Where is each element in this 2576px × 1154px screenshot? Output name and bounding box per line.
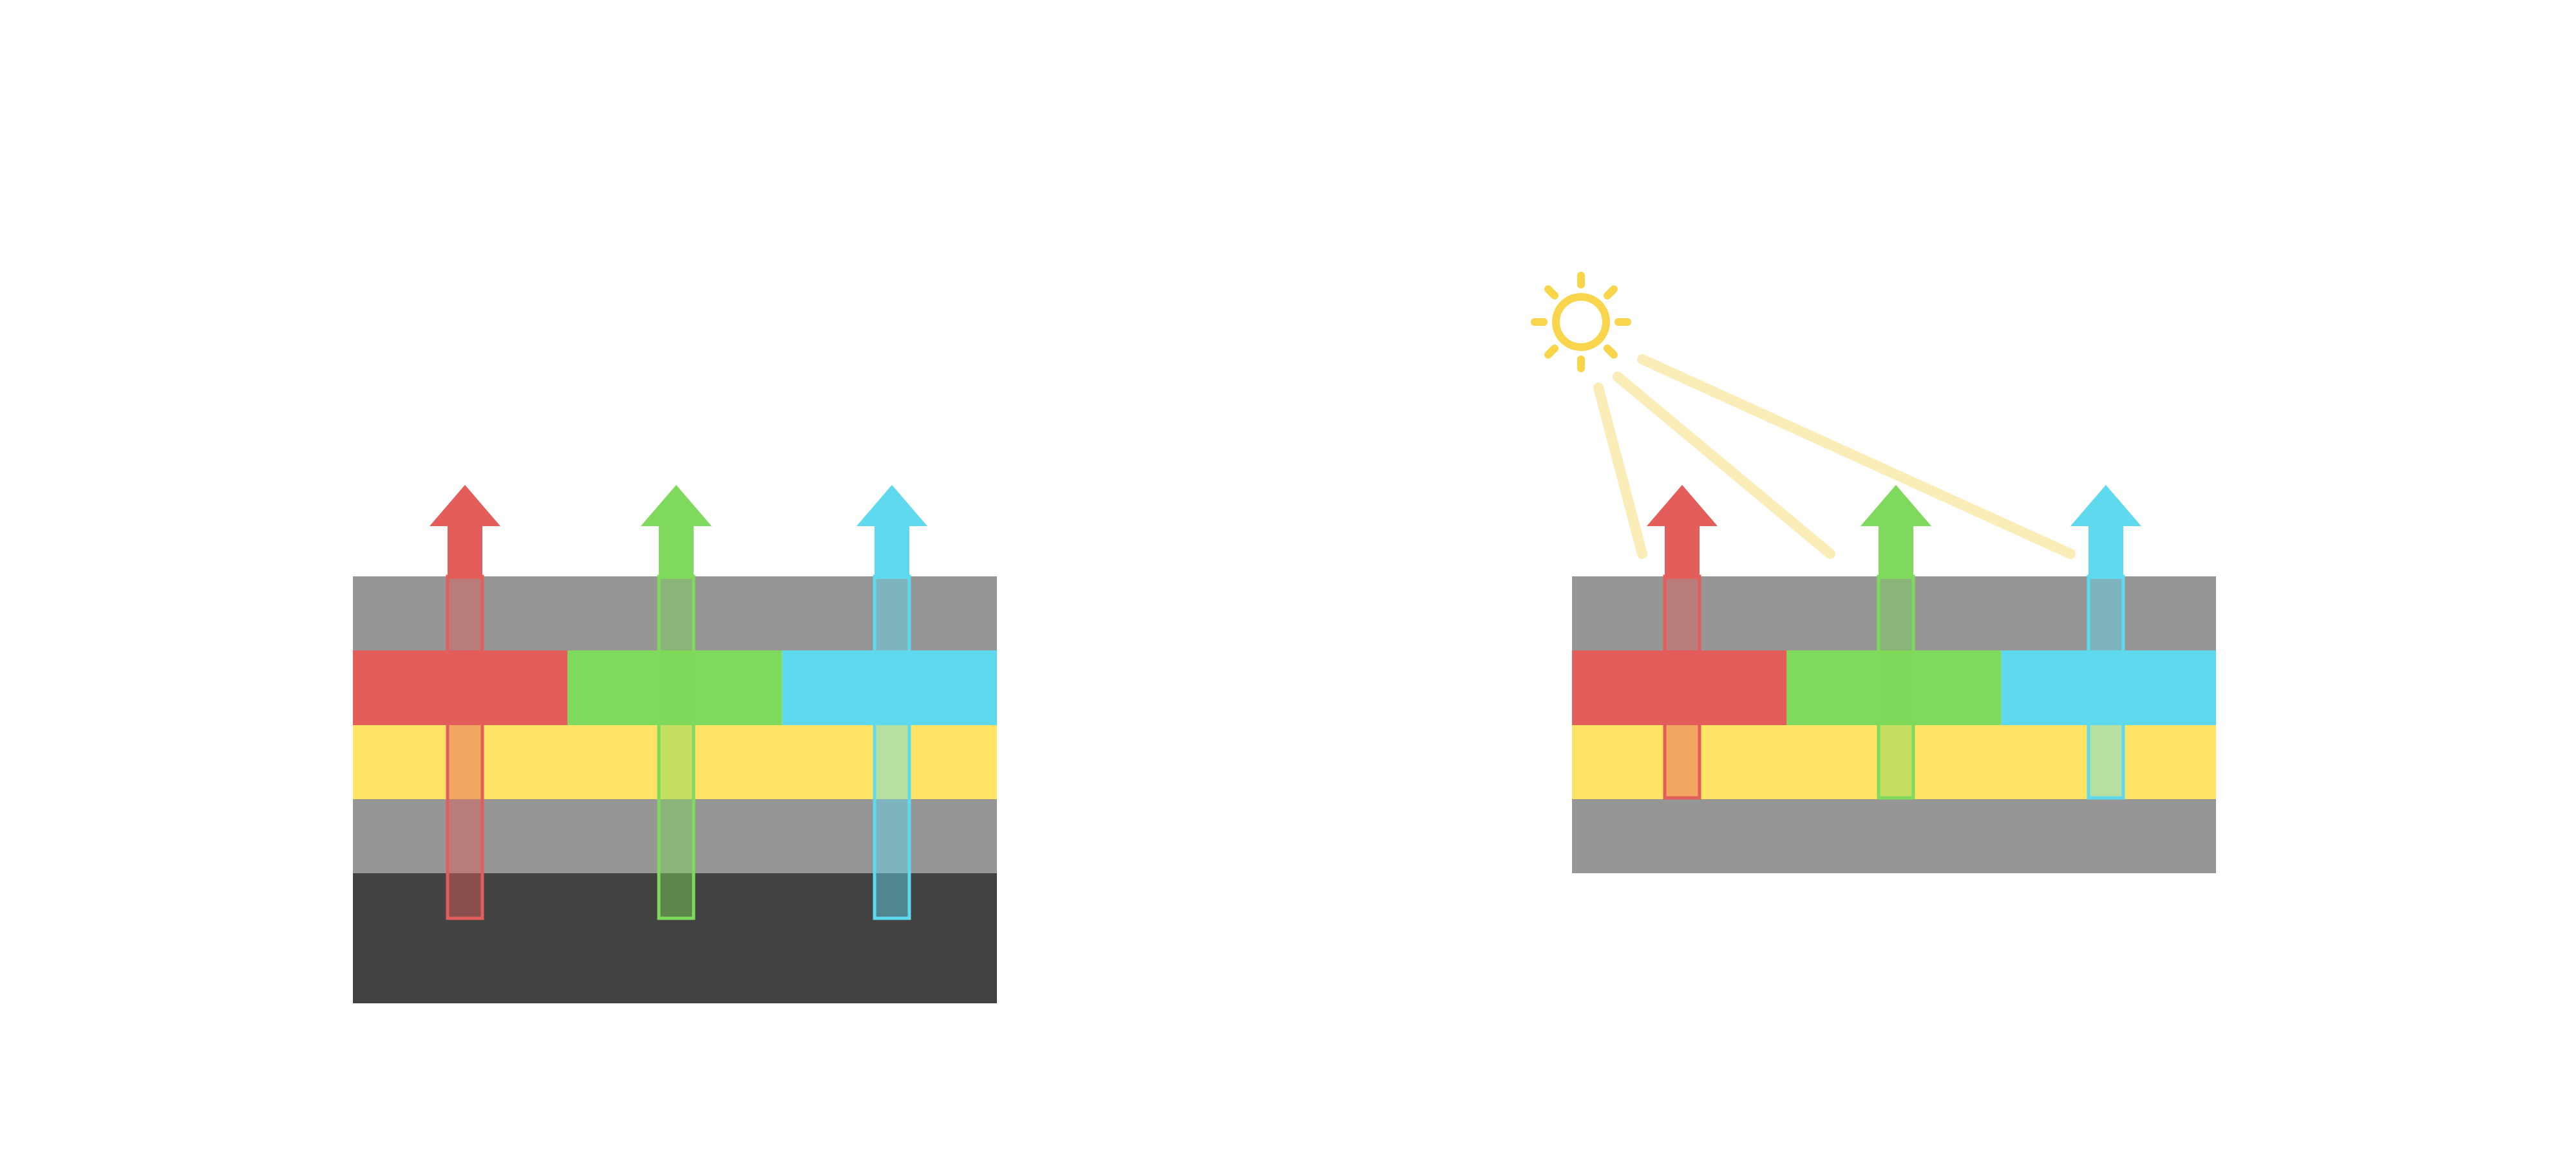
sun-ray-icon (1577, 355, 1585, 372)
sun-beam-right (1637, 354, 2076, 559)
red-light-arrow (1647, 485, 1718, 579)
green-subpixel (567, 650, 782, 725)
cyan-light-arrow-shaft (2087, 574, 2125, 800)
sun-ray-icon (1604, 285, 1618, 299)
sun-beam-left (1593, 383, 1647, 559)
sun-ray-icon (1604, 345, 1618, 359)
sun-ray-icon (1531, 318, 1548, 326)
top-glass-layer (353, 576, 997, 650)
red-subpixel (1572, 650, 1787, 725)
sun-ray-icon (1544, 345, 1558, 359)
sun-ray-icon (1577, 272, 1585, 288)
cyan-light-arrow (857, 485, 927, 579)
red-light-arrow (430, 485, 500, 579)
backlit-stack-diagram (353, 485, 997, 1003)
reflective-stack-diagram (1531, 272, 2216, 873)
green-light-arrow (641, 485, 712, 579)
green-light-arrow (1861, 485, 1931, 579)
yellow-layer (1572, 725, 2216, 799)
cyan-subpixel (782, 650, 997, 725)
sun-beam-middle (1613, 372, 1835, 559)
lower-glass-layer (1572, 799, 2216, 873)
backlight-layer (353, 873, 997, 1003)
cyan-light-arrow (2070, 485, 2141, 579)
cyan-light-arrow-shaft (873, 574, 911, 920)
red-light-arrow-shaft (446, 574, 484, 920)
red-light-arrow-shaft (1663, 574, 1701, 800)
green-light-arrow-shaft (657, 574, 696, 920)
green-subpixel (1786, 650, 2002, 725)
sun-icon (1552, 293, 1610, 351)
yellow-layer (353, 725, 997, 799)
lower-glass-layer (353, 799, 997, 873)
top-glass-layer (1572, 576, 2216, 650)
red-subpixel (353, 650, 568, 725)
sun-ray-icon (1544, 285, 1558, 299)
cyan-subpixel (2001, 650, 2216, 725)
sun-ray-icon (1615, 318, 1631, 326)
green-light-arrow-shaft (1877, 574, 1915, 800)
